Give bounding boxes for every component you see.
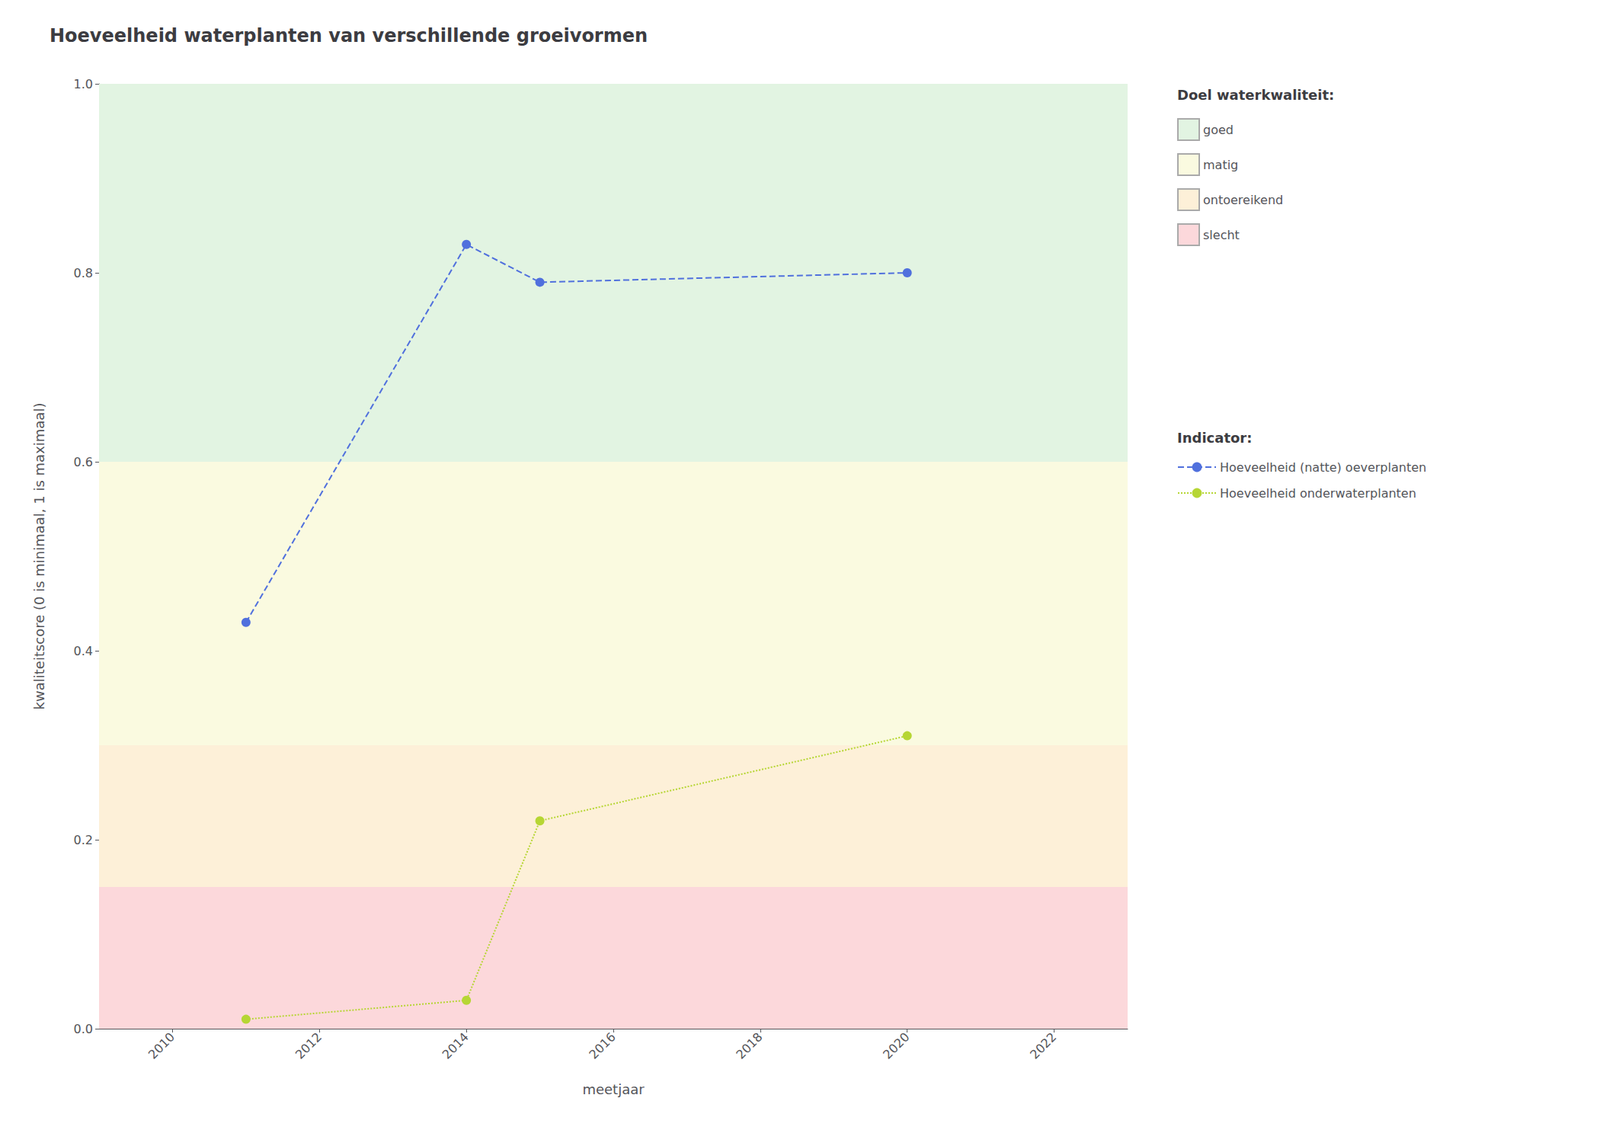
svg-text:slecht: slecht bbox=[1203, 227, 1240, 243]
svg-text:2012: 2012 bbox=[292, 1029, 325, 1062]
svg-text:2018: 2018 bbox=[732, 1029, 765, 1062]
svg-text:Hoeveelheid onderwaterplanten: Hoeveelheid onderwaterplanten bbox=[1219, 486, 1417, 501]
svg-text:0.4: 0.4 bbox=[73, 643, 93, 659]
svg-text:2014: 2014 bbox=[439, 1029, 472, 1062]
svg-text:ontoereikend: ontoereikend bbox=[1203, 192, 1284, 208]
svg-text:Hoeveelheid waterplanten van v: Hoeveelheid waterplanten van verschillen… bbox=[49, 25, 648, 47]
svg-text:kwaliteitscore (0 is minimaal,: kwaliteitscore (0 is minimaal, 1 is maxi… bbox=[31, 403, 48, 711]
svg-text:1.0: 1.0 bbox=[73, 76, 93, 92]
svg-text:2022: 2022 bbox=[1027, 1029, 1060, 1062]
svg-text:2010: 2010 bbox=[145, 1029, 178, 1062]
svg-text:2016: 2016 bbox=[586, 1029, 619, 1062]
svg-text:Indicator:: Indicator: bbox=[1177, 429, 1252, 446]
svg-text:matig: matig bbox=[1203, 157, 1239, 173]
svg-text:meetjaar: meetjaar bbox=[582, 1081, 645, 1098]
svg-text:0.6: 0.6 bbox=[73, 454, 93, 470]
svg-text:0.2: 0.2 bbox=[73, 832, 93, 848]
svg-text:0.0: 0.0 bbox=[73, 1021, 93, 1037]
svg-text:goed: goed bbox=[1203, 122, 1234, 138]
svg-text:2020: 2020 bbox=[880, 1029, 912, 1062]
svg-text:Doel waterkwaliteit:: Doel waterkwaliteit: bbox=[1177, 86, 1335, 103]
svg-text:0.8: 0.8 bbox=[73, 265, 93, 281]
svg-text:Hoeveelheid (natte) oeverplant: Hoeveelheid (natte) oeverplanten bbox=[1219, 460, 1427, 475]
